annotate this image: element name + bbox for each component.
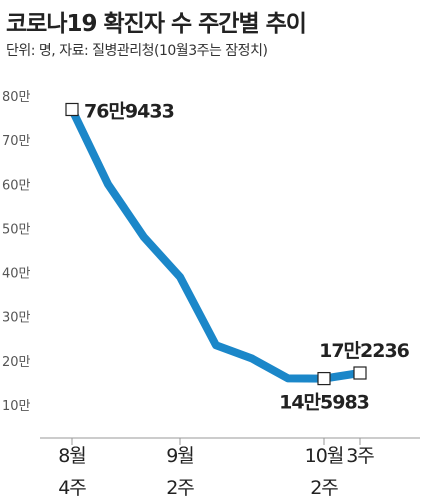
y-tick-label: 30만 — [2, 311, 31, 326]
chart-title: 코로나19 확진자 수 주간별 추이 — [6, 11, 307, 37]
value-label: 17만2236 — [319, 340, 410, 362]
y-tick-label: 40만 — [2, 267, 31, 282]
x-tick-label: 3주 — [346, 445, 375, 467]
y-tick-label: 10만 — [2, 399, 31, 414]
data-line — [68, 105, 364, 383]
value-label: 14만5983 — [279, 392, 369, 414]
x-tick-label: 9월 2주 — [166, 445, 195, 499]
y-tick-label: 70만 — [2, 134, 31, 149]
y-tick-label: 60만 — [2, 178, 31, 193]
x-tick-label: 8월 4주 — [58, 445, 87, 499]
x-tick-label: 10월 2주 — [304, 445, 345, 499]
y-tick-label: 80만 — [2, 90, 31, 105]
y-tick-label: 20만 — [2, 355, 31, 370]
value-label: 76만9433 — [84, 100, 174, 122]
point-marker — [65, 102, 79, 117]
point-marker — [317, 371, 331, 386]
y-tick-label: 50만 — [2, 222, 31, 237]
chart-subtitle: 단위: 명, 자료: 질병관리청(10월3주는 잠정치) — [6, 43, 268, 59]
point-marker — [353, 366, 367, 380]
